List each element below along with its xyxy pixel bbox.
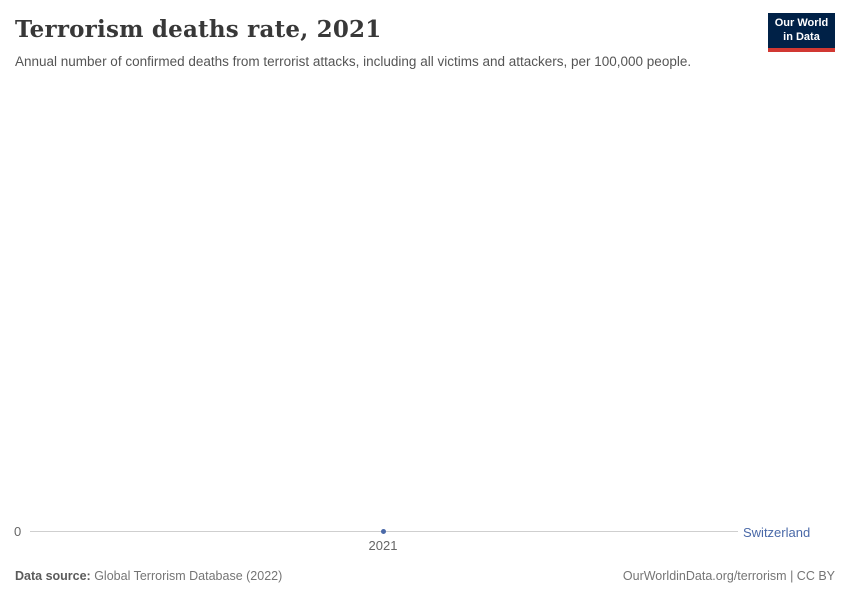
attribution-link[interactable]: OurWorldinData.org/terrorism | CC BY: [622, 569, 835, 583]
x-axis-tick-label: 2021: [368, 538, 398, 553]
data-source-note: Data source: Global Terrorism Database (…: [15, 569, 282, 583]
page-title: Terrorism deaths rate, 2021: [15, 16, 382, 43]
data-source-label: Data source:: [15, 569, 91, 583]
data-point-switzerland-2021[interactable]: [381, 529, 386, 534]
entity-label-switzerland[interactable]: Switzerland: [743, 525, 811, 540]
owid-logo[interactable]: Our World in Data: [768, 13, 835, 52]
y-axis-zero-label: 0: [14, 524, 22, 539]
data-source-value: Global Terrorism Database (2022): [90, 569, 283, 583]
chart-subtitle: Annual number of confirmed deaths from t…: [15, 54, 692, 69]
owid-logo-line1: Our World: [774, 16, 829, 29]
owid-logo-line2: in Data: [783, 30, 820, 43]
